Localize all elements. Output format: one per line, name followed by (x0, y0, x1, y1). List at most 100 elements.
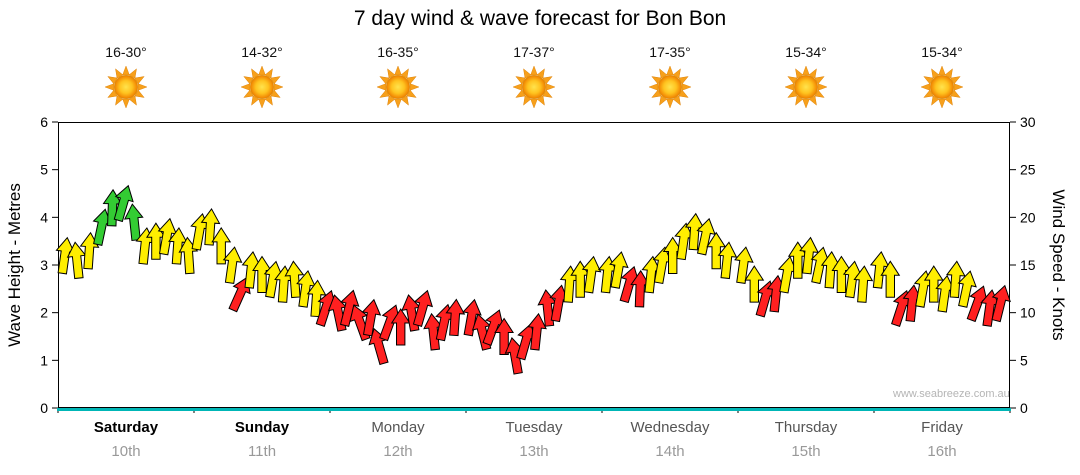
sun-ray (545, 83, 556, 91)
day-date: 16th (927, 443, 957, 460)
sun-ray (394, 65, 402, 76)
sun-icon-wrap (919, 64, 965, 110)
sun-ray (795, 95, 804, 106)
right-axis-title: Wind Speed - Knots (1049, 189, 1068, 341)
sun-ray (787, 89, 798, 98)
day-date: 14th (655, 443, 685, 460)
wind-arrow (339, 289, 360, 327)
sun-ray (240, 83, 251, 91)
sun-ray (666, 98, 674, 109)
day-temp-range: 15-34° (785, 44, 827, 60)
sun-ray (387, 68, 396, 79)
sun-ray (264, 68, 273, 79)
right-tick-label: 0 (1020, 400, 1028, 416)
wind-arrow (717, 241, 738, 280)
day-name: Friday (921, 419, 963, 436)
day-name: Sunday (234, 419, 290, 436)
sun-icon (104, 65, 148, 109)
sun-ray (134, 76, 145, 85)
sun-ray (400, 68, 409, 79)
right-tick-label: 15 (1020, 257, 1036, 273)
sun-ray (681, 83, 692, 91)
sun-icon-wrap (375, 64, 421, 110)
wind-arrow (853, 265, 874, 303)
sun-icon-wrap (647, 64, 693, 110)
wind-arrow (744, 265, 765, 303)
sun-ray (944, 95, 953, 106)
sun-ray (666, 65, 674, 76)
day-name: Tuesday (505, 419, 563, 436)
sun-ray (122, 65, 130, 76)
sun-ray (944, 68, 953, 79)
sun-ray (542, 76, 553, 85)
sun-ray (394, 98, 402, 109)
day-temp-range: 14-32° (241, 44, 283, 60)
sun-ray (122, 98, 130, 109)
right-tick-label: 25 (1020, 162, 1036, 178)
sun-icon-wrap (783, 64, 829, 110)
day-name: Monday (371, 419, 425, 436)
sun-ray (243, 89, 254, 98)
sun-ray (409, 83, 420, 91)
sun-ray (672, 68, 681, 79)
sun-ray (938, 65, 946, 76)
sun-ray (814, 89, 825, 98)
sun-ray (406, 89, 417, 98)
sun-ray (270, 89, 281, 98)
left-tick-label: 1 (40, 352, 48, 368)
sun-ray (787, 76, 798, 85)
sun-ray (672, 95, 681, 106)
sun-ray (659, 68, 668, 79)
left-tick-label: 4 (40, 209, 48, 225)
sun-ray (950, 89, 961, 98)
sun-ray (379, 76, 390, 85)
sun-ray (128, 95, 137, 106)
sun-icon (920, 65, 964, 109)
sun-ray (651, 89, 662, 98)
sun-icon (240, 65, 284, 109)
sun-ray (795, 68, 804, 79)
sun-ray (923, 89, 934, 98)
sun-ray (137, 83, 148, 91)
sun-icon (512, 65, 556, 109)
sun-ray (530, 65, 538, 76)
sun-ray (802, 98, 810, 109)
wind-arrow (957, 270, 977, 308)
day-temp-range: 16-35° (377, 44, 419, 60)
sun-ray (784, 83, 795, 91)
sun-ray (107, 76, 118, 85)
day-date: 13th (519, 443, 549, 460)
sun-ray (406, 76, 417, 85)
chart-title: 7 day wind & wave forecast for Bon Bon (353, 7, 727, 30)
wind-arrow (306, 279, 327, 318)
day-temp-range: 16-30° (105, 44, 147, 60)
sun-icon-wrap (511, 64, 557, 110)
sun-ray (270, 76, 281, 85)
sun-ray (659, 95, 668, 106)
sun-ray (400, 95, 409, 106)
sun-ray (258, 98, 266, 109)
watermark: www.seabreeze.com.au (893, 388, 1010, 400)
day-name: Saturday (93, 419, 159, 436)
sun-ray (515, 89, 526, 98)
sun-ray (273, 83, 284, 91)
sun-ray (251, 95, 260, 106)
wind-arrow (494, 317, 515, 355)
sun-icon (648, 65, 692, 109)
sun-ray (542, 89, 553, 98)
left-tick-label: 5 (40, 162, 48, 178)
wind-arrow (581, 255, 602, 294)
day-date: 11th (247, 443, 277, 460)
sun-ray (814, 76, 825, 85)
day-name: Wednesday (630, 419, 710, 436)
sun-ray (251, 68, 260, 79)
sun-ray (802, 65, 810, 76)
right-tick-label: 20 (1020, 209, 1036, 225)
day-temp-range: 15-34° (921, 44, 963, 60)
wind-arrow (445, 298, 466, 337)
day-date: 15th (791, 443, 821, 460)
sun-ray (953, 83, 964, 91)
sun-icon (784, 65, 828, 109)
